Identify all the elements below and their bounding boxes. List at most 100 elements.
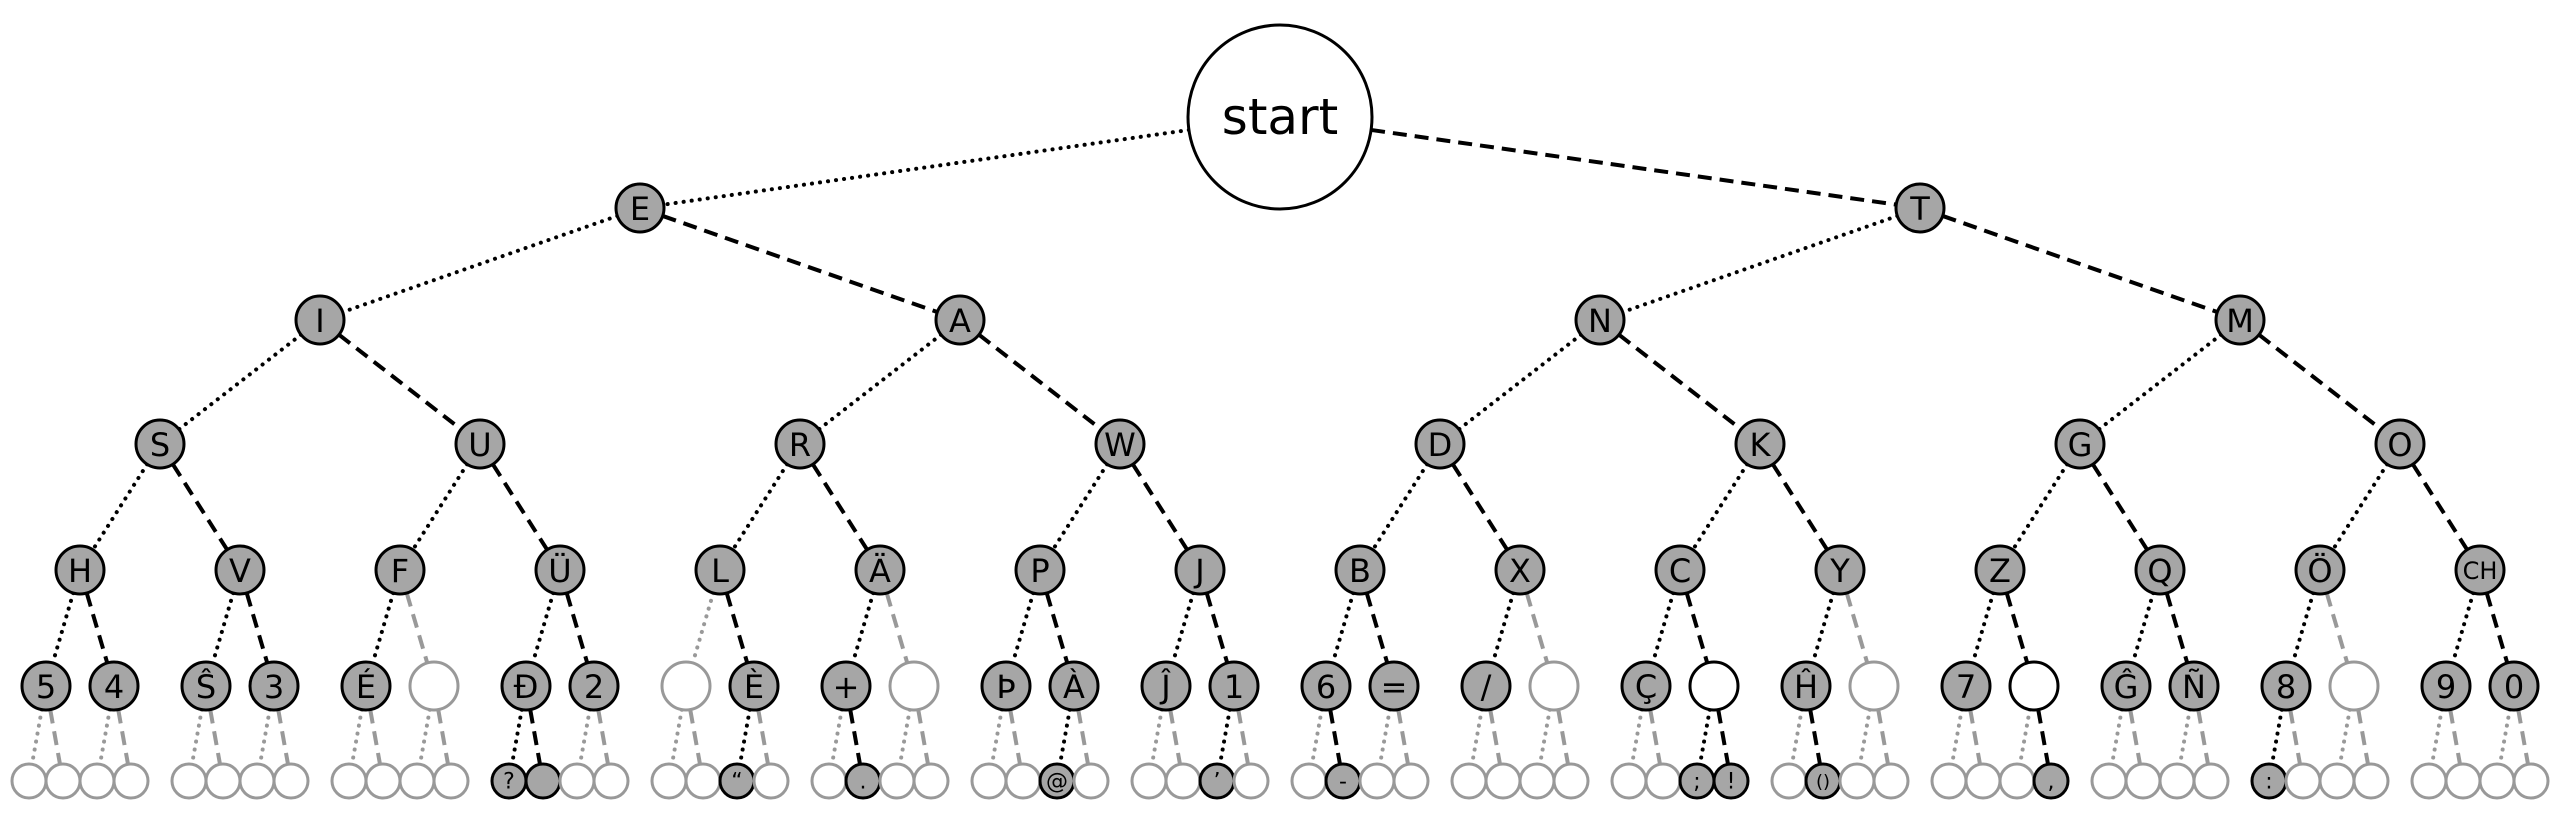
dah-edge bbox=[564, 592, 590, 664]
nodes: start E T I A N M S U R W D K G O H V F Ü L Ä P J B X C Y Z Q Ö CH 5 4 Ŝ… bbox=[10, 23, 2550, 800]
node-circle bbox=[2318, 762, 2356, 800]
node-circle bbox=[1450, 762, 1488, 800]
node-label: V bbox=[229, 552, 251, 590]
node-circle bbox=[1848, 660, 1900, 712]
node-label: Ñ bbox=[2182, 668, 2206, 706]
node-circle bbox=[1552, 762, 1590, 800]
dit-edge bbox=[737, 707, 752, 767]
node-label: 3 bbox=[264, 668, 284, 706]
node-circle bbox=[1130, 762, 1168, 800]
dit-edge bbox=[1149, 707, 1164, 767]
node-circle bbox=[2124, 762, 2162, 800]
node-label: È bbox=[744, 668, 764, 706]
dah-edge bbox=[811, 463, 869, 551]
dit-edge bbox=[1970, 591, 1996, 665]
dit-edge bbox=[1050, 462, 1110, 552]
node-circle bbox=[214, 544, 266, 596]
node-Ü: Ü bbox=[534, 544, 586, 596]
node-empty bbox=[1232, 762, 1270, 800]
node-circle bbox=[340, 660, 392, 712]
dit-edge bbox=[730, 462, 790, 552]
dah-edge bbox=[2356, 709, 2370, 765]
node-9: 9 bbox=[2420, 660, 2472, 712]
node-circle bbox=[1164, 762, 1202, 800]
node-Ä: Ä bbox=[854, 544, 906, 596]
node-circle bbox=[2488, 660, 2540, 712]
node-Q: Q bbox=[2134, 544, 2186, 596]
node-circle bbox=[1174, 544, 1226, 596]
node-circle bbox=[170, 762, 208, 800]
dah-edge bbox=[208, 709, 222, 765]
node-empty bbox=[432, 762, 470, 800]
dah-edge bbox=[2196, 709, 2210, 765]
node-empty bbox=[2090, 762, 2128, 800]
node-circle bbox=[2352, 762, 2390, 800]
node-char bbox=[524, 762, 562, 800]
node-label: Ç bbox=[1635, 668, 1657, 706]
dah-edge bbox=[1370, 127, 1897, 207]
node-L: L bbox=[694, 544, 746, 596]
node-circle bbox=[1414, 418, 1466, 470]
node-0: 0 bbox=[2488, 660, 2540, 712]
node-empty bbox=[1392, 762, 1430, 800]
dit-edge bbox=[1330, 591, 1356, 665]
node-label: G bbox=[2068, 426, 2093, 464]
node-circle bbox=[1574, 294, 1626, 346]
dit-edge bbox=[1057, 707, 1072, 767]
node-circle bbox=[970, 762, 1008, 800]
dah-edge bbox=[884, 592, 910, 664]
node-/: / bbox=[1460, 660, 1512, 712]
node-label: T bbox=[1909, 190, 1930, 228]
dit-edge bbox=[1217, 707, 1232, 767]
node-empty bbox=[364, 762, 402, 800]
dah-edge bbox=[688, 709, 702, 765]
node-label: E bbox=[630, 190, 650, 228]
node-label: ; bbox=[1693, 770, 1700, 795]
dit-edge bbox=[370, 591, 396, 665]
node-label: P bbox=[1030, 552, 1049, 590]
node-P: P bbox=[1014, 544, 1066, 596]
dit-edge bbox=[2130, 591, 2156, 665]
node-circle bbox=[88, 660, 140, 712]
node-circle bbox=[1872, 762, 1910, 800]
node-circle bbox=[912, 762, 950, 800]
dit-edge bbox=[50, 591, 76, 665]
node-circle bbox=[180, 660, 232, 712]
dah-edge bbox=[1076, 709, 1090, 765]
dit-edge bbox=[661, 127, 1191, 207]
node-circle bbox=[10, 762, 48, 800]
node-label: W bbox=[1104, 426, 1136, 464]
node-circle bbox=[2478, 762, 2516, 800]
node-empty bbox=[660, 660, 712, 712]
node-circle bbox=[204, 762, 242, 800]
node-:: : bbox=[2250, 762, 2288, 800]
node-V: V bbox=[214, 544, 266, 596]
dit-edge bbox=[1857, 707, 1872, 767]
node-label: H bbox=[68, 552, 92, 590]
node-label: 9 bbox=[2436, 668, 2456, 706]
node-3: 3 bbox=[248, 660, 300, 712]
node-Ç: Ç bbox=[1620, 660, 1672, 712]
edges bbox=[29, 127, 2530, 767]
node-circle bbox=[2284, 762, 2322, 800]
node-H: H bbox=[54, 544, 106, 596]
node-circle bbox=[248, 660, 300, 712]
node-circle bbox=[2090, 762, 2128, 800]
node-empty bbox=[238, 762, 276, 800]
node-label: Þ bbox=[996, 668, 1015, 706]
dit-edge bbox=[2109, 707, 2124, 767]
node-circle bbox=[2192, 762, 2230, 800]
node-N: N bbox=[1574, 294, 1626, 346]
node-path bbox=[1688, 660, 1740, 712]
node-label: 1 bbox=[1224, 668, 1244, 706]
node-circle bbox=[1620, 660, 1672, 712]
node-label: L bbox=[711, 552, 729, 590]
dit-edge bbox=[1377, 707, 1392, 767]
node-Ĥ: Ĥ bbox=[1780, 660, 1832, 712]
node-circle bbox=[2328, 660, 2380, 712]
node-5: 5 bbox=[20, 660, 72, 712]
node-circle bbox=[934, 294, 986, 346]
node-B: B bbox=[1334, 544, 1386, 596]
node-circle bbox=[1734, 418, 1786, 470]
